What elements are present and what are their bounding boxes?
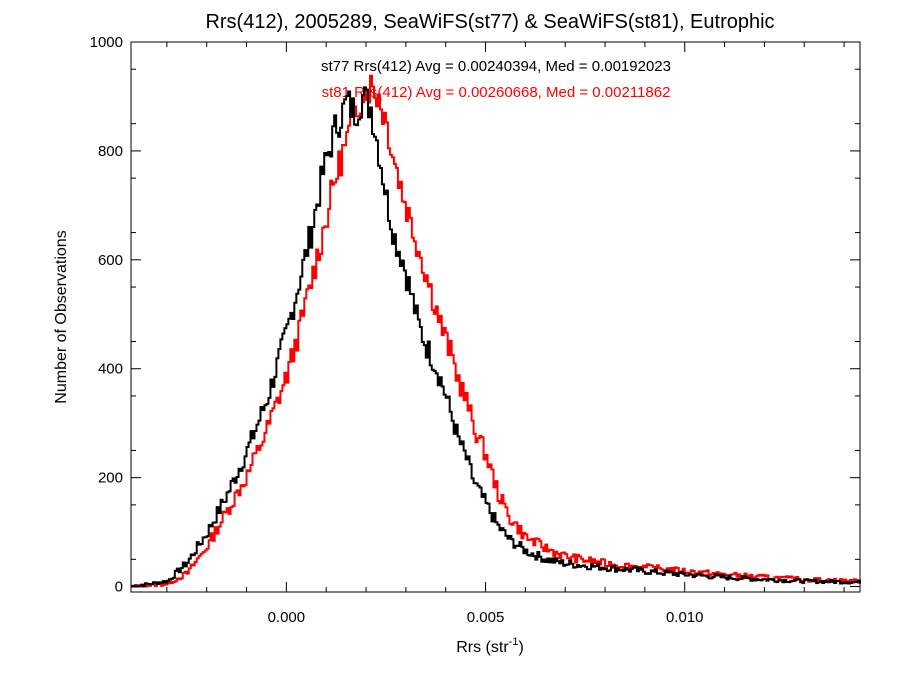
y-tick-label: 800 [98,143,123,160]
plot-frame [130,41,861,593]
x-axis-label-close: ) [518,639,523,656]
series-st77-line [131,86,861,588]
chart-title: Rrs(412), 2005289, SeaWiFS(st77) & SeaWi… [205,11,774,33]
x-axis-label-main: Rrs (str [456,639,509,656]
x-axis-label: Rrs (str-1) [456,636,524,656]
y-tick-label: 400 [98,361,123,378]
stat-annotation-st77: st77 Rrs(412) Avg = 0.00240394, Med = 0.… [321,58,671,75]
y-tick-label: 200 [98,470,123,487]
x-tick-label: 0.000 [268,609,306,626]
stat-annotation-st81: st81 Rrs(412) Avg = 0.00260668, Med = 0.… [322,84,671,101]
ticks-layer: 0.000 0.005 0.010 0 200 400 600 800 1000 [90,34,860,626]
series-layer [131,74,861,588]
y-tick-label: 0 [115,579,123,596]
x-axis-label-superscript: -1 [509,636,519,648]
series-st81-line [131,74,861,588]
x-tick-label: 0.005 [467,609,505,626]
y-tick-label: 600 [98,252,123,269]
x-tick-label: 0.010 [666,609,704,626]
y-tick-label: 1000 [90,34,123,51]
y-axis-label: Number of Observations [53,230,70,403]
